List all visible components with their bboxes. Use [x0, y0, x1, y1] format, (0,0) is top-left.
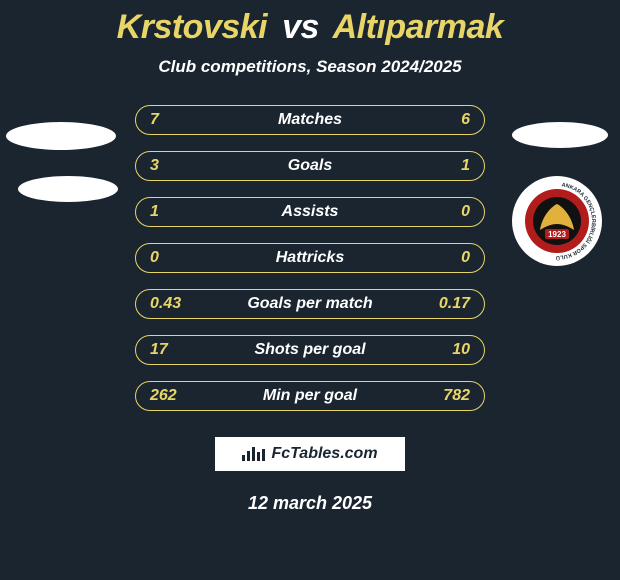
subtitle: Club competitions, Season 2024/2025 [0, 57, 620, 77]
stat-right-value: 0 [461, 203, 470, 221]
stat-left-value: 0.43 [150, 295, 181, 313]
club-badge-icon: 1923 ANKARA GENÇLERBİRLİĞİ SPOR KULÜ [516, 180, 598, 262]
bars-icon [242, 447, 265, 461]
stat-right-value: 0.17 [439, 295, 470, 313]
player2-club-badge: 1923 ANKARA GENÇLERBİRLİĞİ SPOR KULÜ [512, 176, 602, 266]
player1-club-logo [6, 122, 116, 150]
stat-row: 262 Min per goal 782 [135, 381, 485, 411]
stat-label: Hattricks [276, 249, 344, 267]
stat-label: Goals [288, 157, 332, 175]
stat-right-value: 0 [461, 249, 470, 267]
stat-label: Shots per goal [254, 341, 365, 359]
stat-label: Goals per match [247, 295, 372, 313]
stat-row: 7 Matches 6 [135, 105, 485, 135]
date: 12 march 2025 [0, 493, 620, 514]
footer-brand-text: FcTables.com [271, 445, 377, 463]
stat-left-value: 3 [150, 157, 159, 175]
page-title: Krstovski vs Altıparmak [0, 8, 620, 47]
stat-row: 17 Shots per goal 10 [135, 335, 485, 365]
stat-row: 1 Assists 0 [135, 197, 485, 227]
stat-left-value: 1 [150, 203, 159, 221]
stat-left-value: 7 [150, 111, 159, 129]
stat-right-value: 10 [452, 341, 470, 359]
heading: Krstovski vs Altıparmak Club competition… [0, 0, 620, 77]
stat-row: 0.43 Goals per match 0.17 [135, 289, 485, 319]
stat-left-value: 262 [150, 387, 177, 405]
stat-row: 3 Goals 1 [135, 151, 485, 181]
footer-brand: FcTables.com [215, 437, 405, 471]
vs-separator: vs [282, 8, 319, 46]
stat-right-value: 6 [461, 111, 470, 129]
stat-label: Assists [282, 203, 339, 221]
stat-row: 0 Hattricks 0 [135, 243, 485, 273]
player1-nation-logo [18, 176, 118, 202]
svg-text:1923: 1923 [548, 230, 566, 239]
stat-label: Min per goal [263, 387, 357, 405]
stat-left-value: 17 [150, 341, 168, 359]
stat-right-value: 1 [461, 157, 470, 175]
stat-left-value: 0 [150, 249, 159, 267]
stat-label: Matches [278, 111, 342, 129]
stat-right-value: 782 [443, 387, 470, 405]
player1-name: Krstovski [117, 8, 267, 46]
player2-name: Altıparmak [333, 8, 504, 46]
player2-nation-logo [512, 122, 608, 148]
